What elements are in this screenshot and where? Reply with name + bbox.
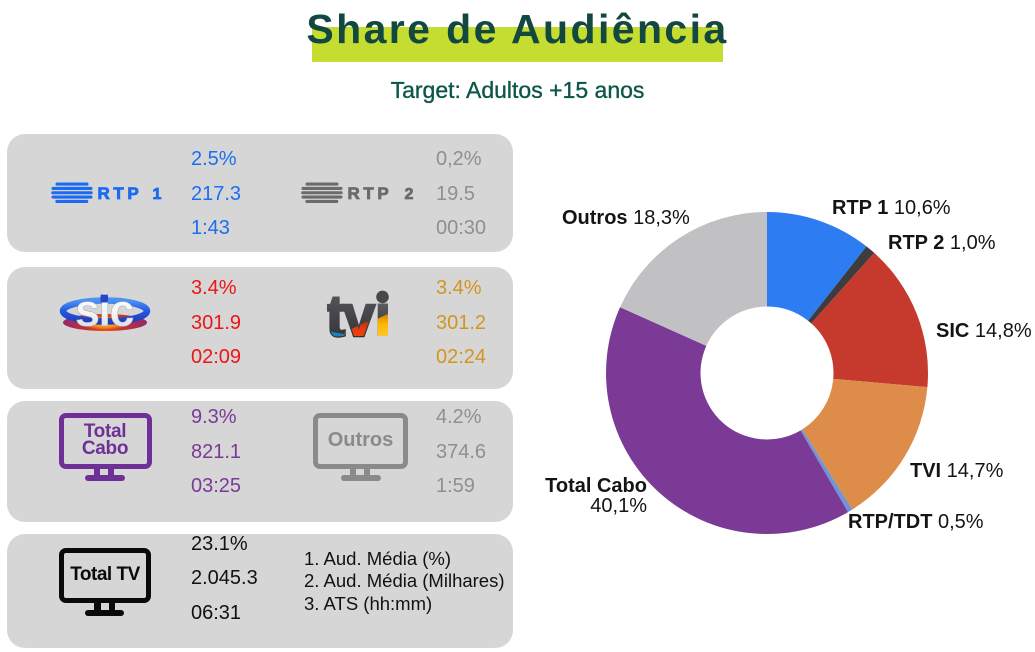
svg-text:RTP: RTP [348, 184, 393, 203]
svg-text:RTP: RTP [98, 184, 143, 203]
svg-text:1: 1 [153, 186, 162, 203]
svg-text:2: 2 [405, 186, 414, 203]
